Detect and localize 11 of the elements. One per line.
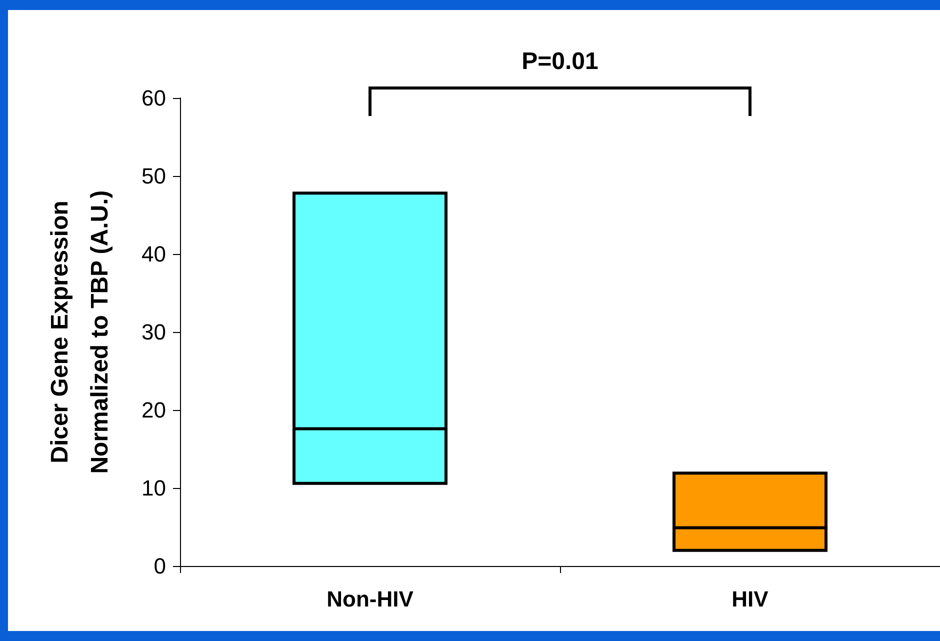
y-tick-label: 30: [142, 320, 166, 344]
y-tick-label: 20: [142, 398, 166, 422]
x-tick-label: Non-HIV: [326, 586, 414, 612]
y-tick-label: 0: [154, 554, 166, 578]
y-tick-label: 10: [142, 476, 166, 500]
x-tick-label: HIV: [732, 586, 769, 612]
text: P=0.01: [522, 48, 598, 76]
y-tick-label: 60: [142, 86, 166, 110]
y-axis-title: Dicer Gene Expression Normalized to TBP (A.U.): [46, 190, 114, 474]
y-tick-label: 40: [142, 242, 166, 266]
y-tick-label: 50: [142, 164, 166, 188]
